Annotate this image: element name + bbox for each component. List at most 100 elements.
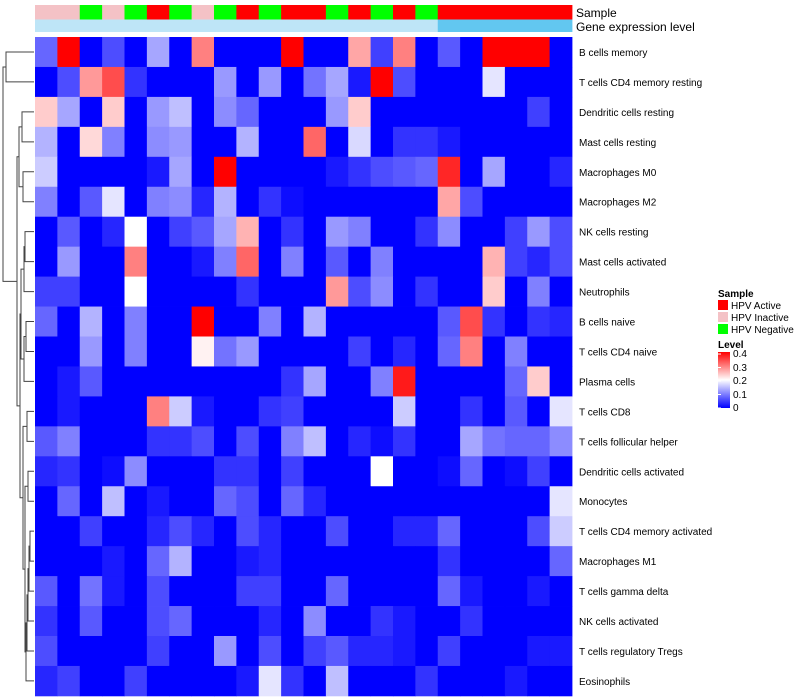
heatmap-cell [370,246,394,277]
heatmap-cell [102,486,125,517]
heatmap-cell [325,156,349,188]
gene-expression-annotation-cell [124,19,148,32]
heatmap-cell [303,37,327,68]
heatmap-cell [437,246,461,277]
heatmap-cell [460,276,483,307]
heatmap-cell [124,66,148,98]
heatmap-cell [124,306,148,337]
heatmap-cell [325,186,349,218]
row-label: Mast cells resting [579,138,656,149]
legend-label-hpv-negative: HPV Negative [731,325,794,336]
heatmap-cell [348,606,372,637]
heatmap-cell [549,306,573,337]
heatmap-cell [415,396,439,427]
heatmap-cell [281,486,304,517]
heatmap-cell [303,96,327,128]
heatmap-cell [236,516,260,547]
heatmap-cell [325,665,349,697]
heatmap-cell [437,216,461,248]
heatmap-cell [191,336,215,367]
heatmap-cell [102,366,125,397]
heatmap-cell [482,396,506,427]
heatmap-cell [549,276,573,307]
dendrogram-branch [26,410,34,442]
heatmap-cell [191,216,215,248]
heatmap-cell [191,306,215,337]
heatmap-cell [57,246,81,277]
heatmap-cell [146,456,170,487]
heatmap-cell [124,336,148,367]
sample-annotation-cell [102,5,125,20]
heatmap-cell [549,516,573,547]
heatmap-cell [348,66,372,98]
heatmap-cell [281,186,304,218]
row-label: Monocytes [579,497,627,508]
heatmap-cell [35,606,58,637]
heatmap-cell [102,186,125,218]
heatmap-cell [303,396,327,427]
heatmap-cell [281,336,304,367]
heatmap-cell [35,516,58,547]
heatmap-cell [236,576,260,607]
heatmap-cell [325,606,349,637]
heatmap-cell [370,396,394,427]
track-label-gene-expression: Gene expression level [576,20,695,34]
sample-annotation-cell [124,5,148,20]
heatmap-cell [370,306,394,337]
heatmap-cell [415,636,439,667]
heatmap-cell [79,126,103,158]
legend-level-title: Level [718,340,744,351]
heatmap-cell [236,606,260,637]
heatmap-cell [303,156,327,188]
heatmap-cell [236,456,260,487]
heatmap-cell [303,126,327,158]
heatmap-cell [370,665,394,697]
heatmap-cell [169,306,193,337]
heatmap-cell [124,426,148,457]
heatmap-cell [549,186,573,218]
sample-annotation-cell [370,5,394,20]
heatmap-cell [35,186,58,218]
heatmap-cell [191,126,215,158]
heatmap-cell [348,246,372,277]
heatmap-cell [79,96,103,128]
sample-annotation-cell [57,5,81,20]
heatmap-cell [460,396,483,427]
heatmap-cell [527,426,551,457]
sample-annotation-cell [79,5,103,20]
heatmap-cell [482,546,506,577]
row-label: Neutrophils [579,288,630,299]
heatmap-cell [35,126,58,158]
heatmap-cell [214,366,237,397]
heatmap-cell [370,96,394,128]
heatmap-cell [482,426,506,457]
gene-expression-annotation-cell [57,19,81,32]
heatmap-cell [370,336,394,367]
heatmap-cell [325,306,349,337]
heatmap-cell [393,37,416,68]
heatmap-cell [415,216,439,248]
heatmap-cell [393,336,416,367]
heatmap-cell [146,366,170,397]
heatmap-cell [258,126,282,158]
dendrogram-branch [25,321,34,352]
heatmap-cell [348,486,372,517]
gene-expression-annotation-cell [393,19,416,32]
heatmap-cell [236,665,260,697]
heatmap-cell [482,516,506,547]
heatmap-cell [191,66,215,98]
heatmap-cell [437,486,461,517]
heatmap-cell [124,396,148,427]
heatmap-cell [549,486,573,517]
heatmap-cell [504,66,528,98]
heatmap-cell [460,96,483,128]
heatmap-cell [527,336,551,367]
legend-sample-title: Sample [718,289,754,300]
heatmap-cell [191,426,215,457]
heatmap-cell [504,456,528,487]
heatmap-cell [281,306,304,337]
sample-annotation-cell [325,5,349,20]
heatmap-cell [460,37,483,68]
legend-level-tick: 0.3 [733,363,747,374]
heatmap-cell [281,516,304,547]
